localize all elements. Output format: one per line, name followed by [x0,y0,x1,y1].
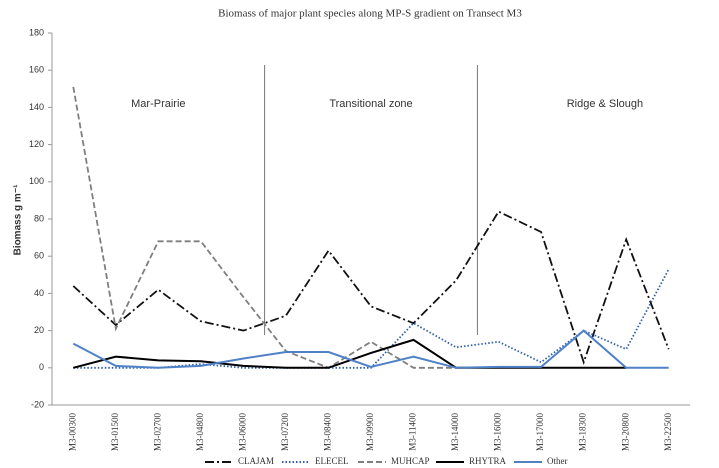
legend-label: CLAJAM [238,456,274,466]
series-line [72,210,670,366]
y-tick-label: 0 [39,362,44,372]
legend-label: Other [547,456,568,466]
x-tick-label: M3-20800 [620,413,630,451]
x-tick-label: M3-18300 [578,413,588,451]
y-tick-label: 80 [34,213,44,223]
series-line [72,86,457,369]
zone-label: Transitional zone [329,98,412,110]
x-tick-label: M3-08400 [323,413,333,451]
x-tick-label: M3-14000 [450,413,460,451]
x-tick-label: M3-17000 [535,413,545,451]
x-tick-label: M3-22500 [663,413,673,451]
x-tick-label: M3-00300 [67,413,77,451]
y-axis-label: Biomass g m⁻¹ [13,184,24,256]
y-tick-label: 140 [29,102,44,112]
x-tick-label: M3-07200 [280,413,290,451]
y-tick-label: -20 [31,399,44,409]
y-tick-label: 120 [29,139,44,149]
legend-label: MUHCAP [391,456,430,466]
y-tick-label: 160 [29,65,44,75]
x-tick-label: M3-09900 [365,413,375,451]
x-tick-label: M3-11400 [408,413,418,451]
zone-label: Mar-Prairie [131,98,185,110]
legend-label: ELECEL [315,456,349,466]
x-tick-label: M3-02700 [152,413,162,451]
x-tick-label: M3-04800 [195,413,205,451]
y-tick-label: 60 [34,251,44,261]
legend-label: RHYTRA [469,456,507,466]
x-tick-label: M3-16000 [493,413,503,451]
y-tick-label: 40 [34,288,44,298]
x-tick-label: M3-01500 [110,413,120,451]
chart-title: Biomass of major plant species along MP-… [218,8,522,20]
zone-label: Ridge & Slough [567,98,643,110]
y-tick-label: 180 [29,27,44,37]
series-line [72,329,669,369]
x-tick-label: M3-06000 [237,413,247,451]
y-tick-label: 100 [29,176,44,186]
y-tick-label: 20 [34,325,44,335]
